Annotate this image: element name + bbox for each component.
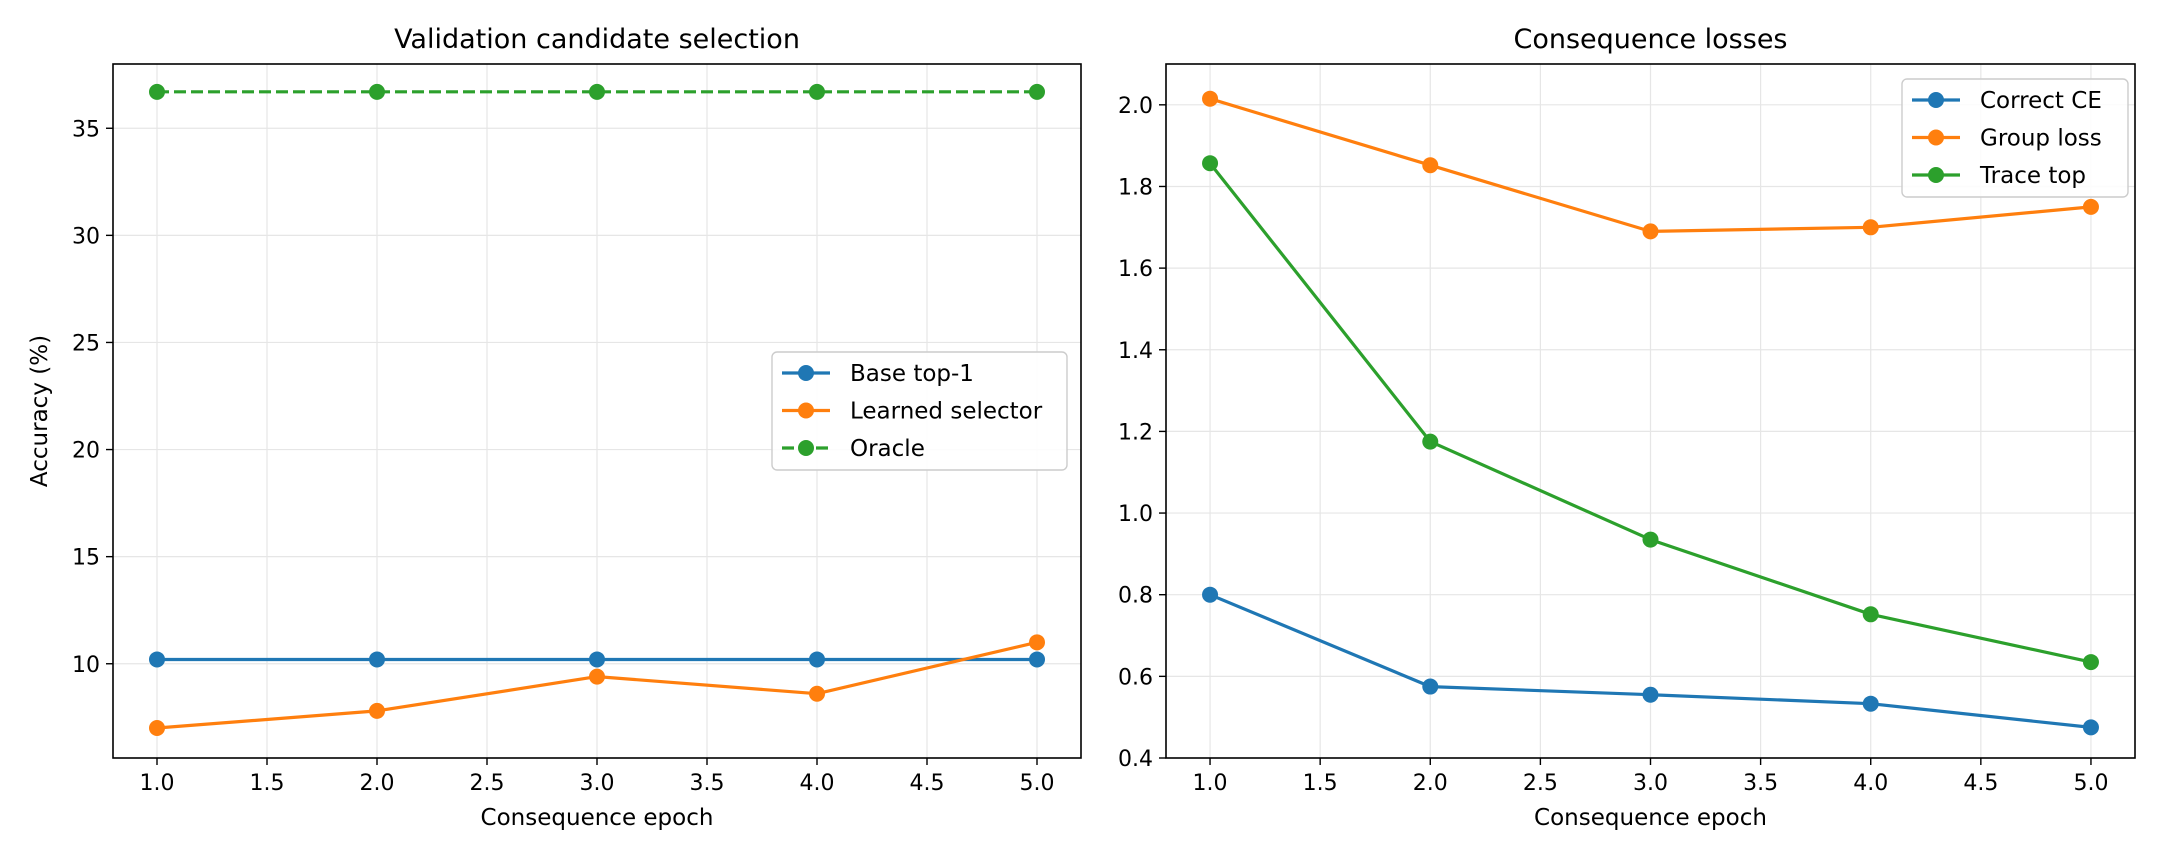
data-point: [809, 83, 825, 100]
data-point: [369, 83, 385, 100]
x-tick-label: 1.5: [250, 771, 285, 796]
x-tick-label: 4.0: [800, 771, 835, 796]
data-point: [1422, 157, 1439, 174]
data-point: [149, 83, 165, 100]
legend-swatch-marker: [1928, 167, 1944, 183]
data-point: [2082, 198, 2099, 215]
legend-label: Base top-1: [850, 361, 974, 387]
x-axis-label: Consequence epoch: [1534, 805, 1767, 831]
legend-label: Trace top: [1979, 163, 2086, 189]
y-tick-label: 0.8: [1118, 584, 1153, 609]
data-point: [589, 83, 605, 100]
data-point: [1862, 219, 1879, 236]
x-tick-label: 5.0: [2073, 771, 2108, 796]
data-point: [1422, 433, 1439, 450]
data-point: [149, 720, 165, 737]
x-tick-label: 1.0: [140, 771, 175, 796]
y-tick-label: 1.2: [1118, 420, 1153, 445]
data-point: [369, 651, 385, 668]
data-point: [809, 685, 825, 702]
x-tick-label: 2.0: [1413, 771, 1448, 796]
data-point: [149, 651, 165, 668]
data-point: [2082, 654, 2099, 671]
data-point: [1202, 155, 1219, 172]
y-tick-label: 0.6: [1118, 665, 1153, 690]
legend-swatch-marker: [798, 440, 814, 456]
x-tick-label: 3.0: [1633, 771, 1668, 796]
data-point: [1862, 606, 1879, 623]
y-axis-label: Accuracy (%): [27, 335, 53, 487]
y-tick-label: 1.8: [1118, 175, 1153, 200]
data-point: [1202, 586, 1219, 603]
legend-swatch-marker: [798, 402, 814, 419]
x-axis-label: Consequence epoch: [481, 805, 714, 831]
data-point: [2082, 719, 2099, 736]
x-tick-label: 2.0: [360, 771, 395, 796]
x-tick-label: 1.0: [1193, 771, 1228, 796]
y-tick-label: 2.0: [1118, 94, 1153, 119]
legend-label: Correct CE: [1980, 88, 2102, 114]
y-tick-label: 35: [72, 117, 100, 142]
data-point: [1862, 695, 1879, 712]
chart-title: Consequence losses: [1513, 24, 1787, 55]
data-point: [369, 702, 385, 719]
y-tick-label: 10: [72, 653, 100, 678]
data-point: [809, 651, 825, 668]
data-point: [589, 668, 605, 685]
x-tick-label: 3.5: [1743, 771, 1778, 796]
x-tick-label: 2.5: [1523, 771, 1558, 796]
legend-swatch-marker: [798, 365, 814, 381]
chart-title: Validation candidate selection: [394, 24, 800, 55]
legend-swatch-marker: [1928, 92, 1944, 108]
data-point: [1642, 223, 1659, 240]
data-point: [589, 651, 605, 668]
data-point: [1029, 83, 1045, 100]
x-tick-label: 4.0: [1853, 771, 1888, 796]
legend-label: Group loss: [1980, 126, 2102, 152]
legend-label: Oracle: [850, 436, 925, 462]
y-tick-label: 1.0: [1118, 502, 1153, 527]
y-tick-label: 1.4: [1118, 339, 1153, 364]
y-tick-label: 25: [72, 331, 100, 356]
x-tick-label: 4.5: [1963, 771, 1998, 796]
legend-box: [771, 351, 1068, 471]
data-point: [1642, 686, 1659, 703]
x-tick-label: 3.0: [580, 771, 615, 796]
data-point: [1642, 531, 1659, 548]
x-tick-label: 4.5: [910, 771, 945, 796]
y-tick-label: 1.6: [1118, 257, 1153, 282]
x-tick-label: 1.5: [1303, 771, 1338, 796]
data-point: [1029, 651, 1045, 668]
y-tick-label: 15: [72, 546, 100, 571]
y-tick-label: 0.4: [1118, 747, 1153, 772]
y-tick-label: 30: [72, 224, 100, 249]
x-tick-label: 2.5: [470, 771, 505, 796]
legend-swatch-marker: [1928, 129, 1944, 146]
y-tick-label: 20: [72, 439, 100, 464]
x-tick-label: 3.5: [690, 771, 725, 796]
data-point: [1422, 678, 1439, 695]
data-point: [1029, 634, 1045, 651]
data-point: [1202, 90, 1219, 107]
legend-box: [1901, 78, 2129, 198]
legend-label: Learned selector: [850, 399, 1043, 425]
x-tick-label: 5.0: [1020, 771, 1055, 796]
